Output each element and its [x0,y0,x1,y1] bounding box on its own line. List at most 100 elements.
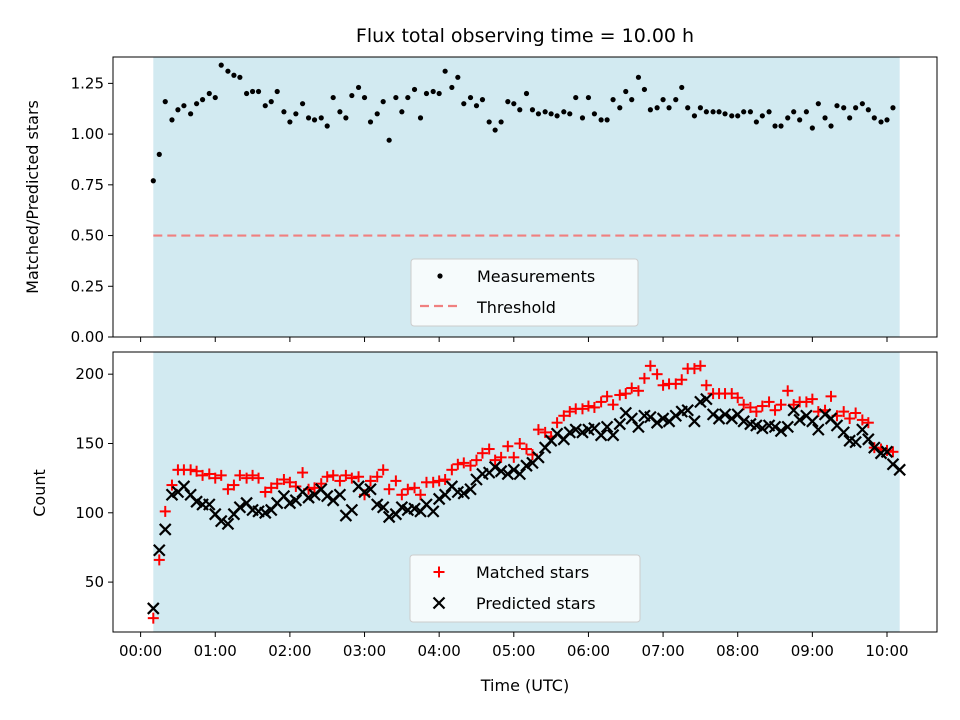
matched-star-point [483,443,495,455]
predicted-star-point [880,445,894,459]
predicted-star-point [725,412,739,425]
matched-star-point [396,489,408,501]
matched-star-point [327,469,339,481]
measurement-point [449,84,455,91]
matched-star-point [632,385,644,397]
measurement-point [747,109,754,115]
bottom-y-axis-label: Count [30,469,49,517]
measurement-point [169,117,175,123]
measurement-point [735,113,741,119]
predicted-star-point [289,494,303,507]
measurement-point [405,94,411,101]
x-tick-label: 01:00 [194,642,237,660]
matched-star-point [222,483,234,495]
measurement-point [193,101,200,107]
measurement-point [828,123,834,129]
matched-star-point [769,404,781,416]
measurement-point [561,109,567,115]
x-tick-label: 03:00 [343,642,386,660]
legend-predicted-marker [432,596,446,610]
measurement-point [797,117,803,123]
matched-star-point [253,472,265,484]
matched-star-point [576,403,588,415]
matched-star-point [806,393,818,405]
measurement-point [554,113,560,119]
predicted-star-point [488,460,502,474]
matched-star-point [738,399,750,411]
matched-star-point [551,417,563,429]
measurement-point [423,90,430,97]
top-legend-box [410,258,639,327]
matched-star-point [234,469,246,481]
predicted-star-point [818,408,832,421]
measurement-point [225,68,231,74]
predicted-star-point [513,467,527,481]
predicted-star-point [712,412,726,425]
predicted-star-point [837,426,850,439]
top-chart-title: Flux total observing time = 10.00 h [356,25,694,47]
measurement-point [822,115,828,121]
matched-star-point [476,447,488,459]
matched-star-point [390,475,402,487]
matched-star-point [402,483,414,495]
predicted-star-point [501,467,515,481]
predicted-star-point [158,523,172,536]
top-panel: Flux total observing time = 10.00 h 0.00… [23,25,938,346]
matched-star-point [676,374,688,386]
matched-star-point [788,399,800,411]
legend-measurements-label: Measurements [477,267,595,286]
measurement-point [753,119,759,125]
top-y-tick-label: 1.25 [71,74,104,92]
predicted-star-point [233,500,247,514]
measurement-point [859,101,865,107]
matched-star-point [290,480,302,492]
legend-threshold-label: Threshold [476,298,556,317]
matched-star-point [825,390,837,402]
top-y-tick-label: 0.25 [71,277,104,295]
measurement-point [249,88,256,95]
measurement-point [393,94,399,101]
measurement-point [604,117,610,123]
top-y-tick-label: 0.50 [71,227,104,245]
matched-star-point [726,388,738,400]
matched-star-point [433,475,445,487]
measurement-point [218,62,224,68]
predicted-star-point [147,602,160,615]
measurement-point [654,105,660,111]
bottom-axes-frame [112,351,938,633]
predicted-star-point [806,415,819,428]
legend-matched-plus [433,566,445,578]
predicted-star-point [432,492,446,506]
matched-star-point [508,451,520,463]
matched-star-point [315,478,327,490]
predicted-star-point [856,423,869,436]
measurement-point [573,94,579,101]
matched-star-point [844,413,856,425]
measurement-point [417,115,424,121]
measurement-point [361,94,368,101]
matched-star-point [377,464,389,476]
measurement-point [274,88,280,95]
top-legend: Measurements Threshold [410,258,639,327]
matched-star-point [215,469,227,481]
x-tick-label: 00:00 [119,642,162,660]
predicted-star-point [457,487,471,500]
bottom-y-tick-label: 150 [75,434,104,452]
matched-star-point [439,474,451,486]
measurement-point [716,109,722,115]
matched-star-point [564,406,576,418]
measurement-point [467,94,474,101]
measurement-point [262,103,268,109]
measurement-point [212,94,218,101]
measurement-point [318,115,324,121]
matched-star-point [147,612,159,624]
measurement-point [871,115,877,121]
matched-star-point [694,360,706,372]
matched-star-point [259,486,271,498]
measurement-point [305,115,312,121]
matched-star-point [800,396,812,408]
predicted-star-point [781,420,795,434]
matched-star-point [838,406,850,418]
matched-star-point [365,475,376,487]
